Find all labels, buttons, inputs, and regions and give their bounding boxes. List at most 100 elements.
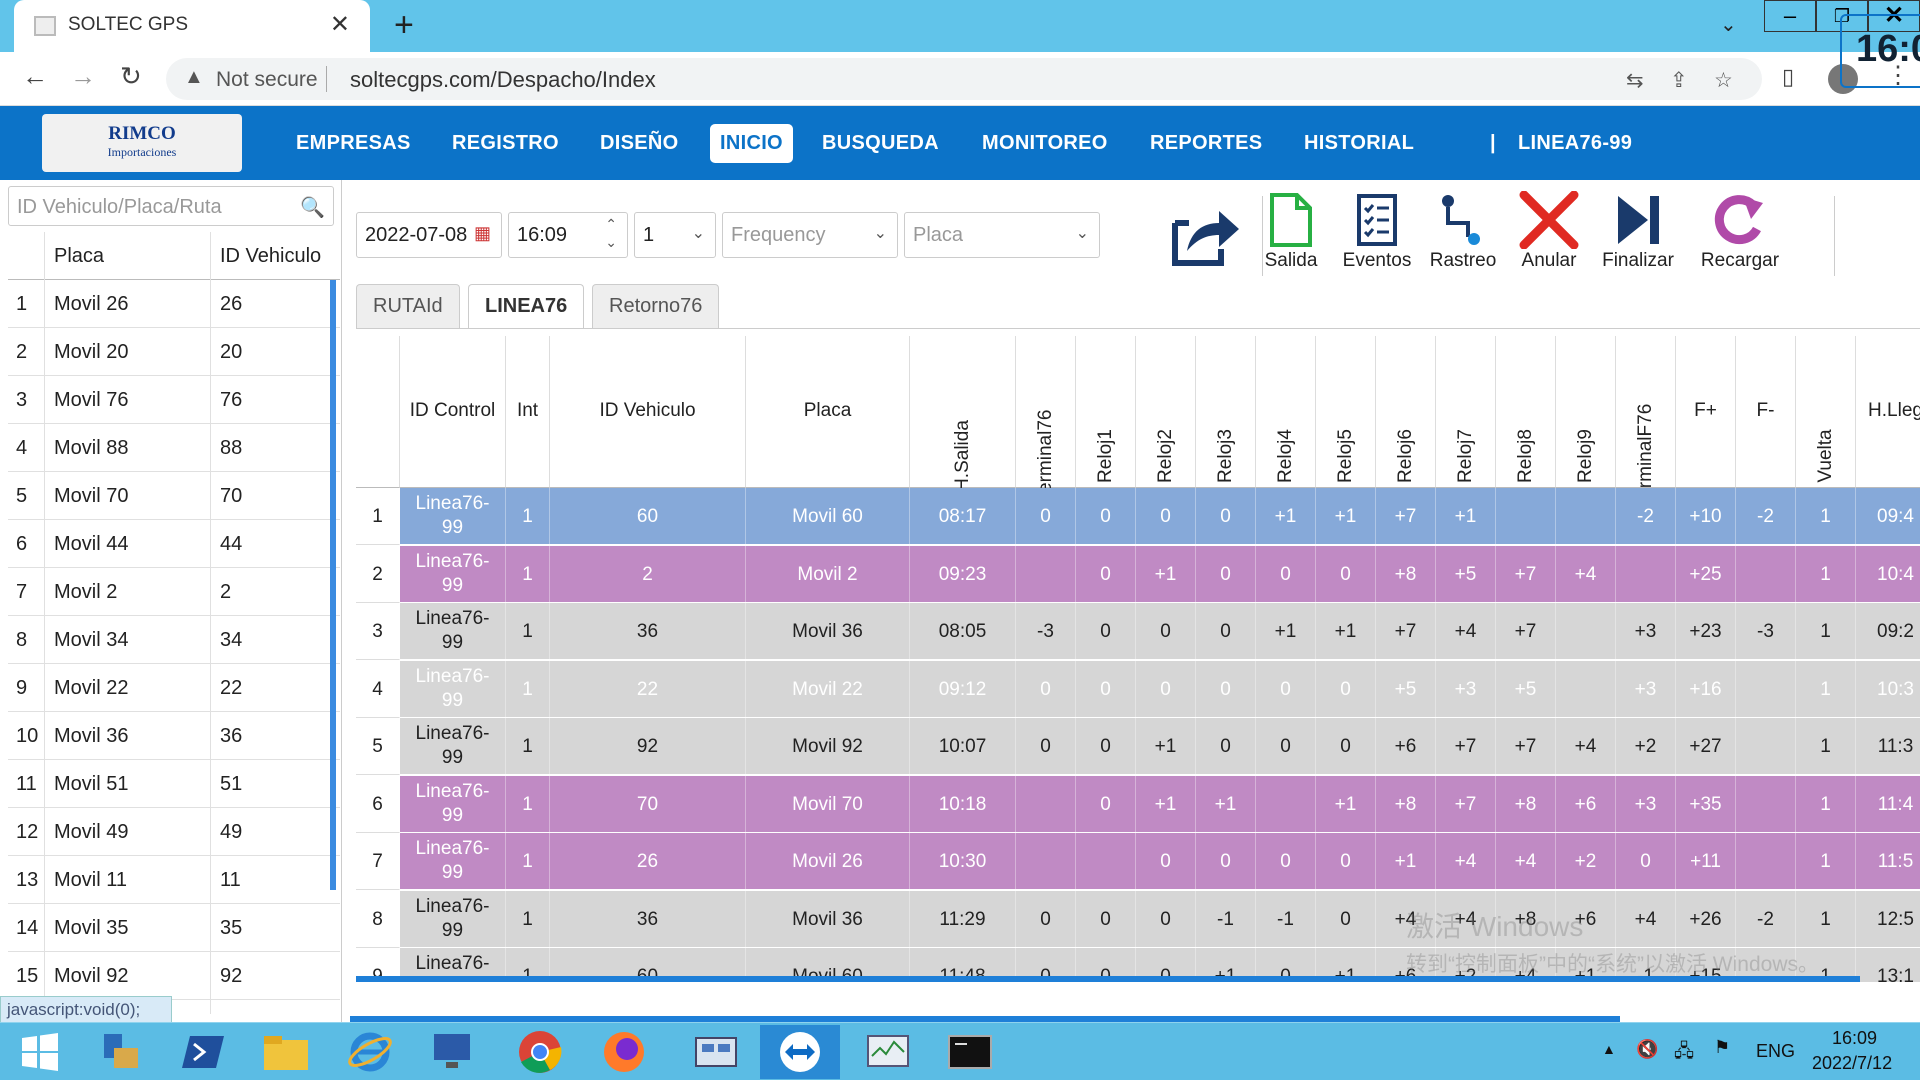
table-cell[interactable]: -3	[1736, 603, 1796, 660]
table-cell[interactable]: 1	[1796, 775, 1856, 833]
table-cell[interactable]	[1736, 718, 1796, 775]
table-cell[interactable]: 1	[1796, 718, 1856, 775]
table-cell[interactable]: Linea76-99	[400, 660, 506, 718]
table-cell[interactable]: -1	[1196, 890, 1256, 948]
table-cell[interactable]: 1	[506, 603, 550, 660]
table-cell[interactable]: 0	[1196, 833, 1256, 890]
table-cell[interactable]: +1	[1136, 545, 1196, 603]
table-cell[interactable]: +1	[1376, 833, 1436, 890]
table-cell[interactable]: 0	[1076, 545, 1136, 603]
vehicle-row[interactable]: 5 Movil 70 70	[8, 472, 340, 520]
table-cell[interactable]	[1736, 775, 1796, 833]
table-cell[interactable]: 09:12	[910, 660, 1016, 718]
table-cell[interactable]: +11	[1676, 833, 1736, 890]
table-cell[interactable]: 0	[1316, 890, 1376, 948]
table-cell[interactable]: Movil 92	[746, 718, 910, 775]
vehicle-row[interactable]: 15 Movil 92 92	[8, 952, 340, 1000]
vehicle-row[interactable]: 12 Movil 49 49	[8, 808, 340, 856]
network-app-icon[interactable]	[676, 1025, 756, 1079]
close-window-button[interactable]: ✕	[1868, 0, 1920, 32]
table-cell[interactable]: 70	[550, 775, 746, 833]
placa-select[interactable]: Placa ⌄	[904, 212, 1100, 258]
table-cell[interactable]: 08:05	[910, 603, 1016, 660]
recargar-button[interactable]: Recargar	[1692, 190, 1788, 282]
table-cell[interactable]: Movil 2	[746, 545, 910, 603]
table-cell[interactable]: 92	[550, 718, 746, 775]
vehicle-row[interactable]: 13 Movil 11 11	[8, 856, 340, 904]
table-cell[interactable]: +1	[1256, 488, 1316, 545]
table-cell[interactable]: +3	[1436, 660, 1496, 718]
table-cell[interactable]: 0	[1196, 718, 1256, 775]
vehicle-row[interactable]: 7 Movil 2 2	[8, 568, 340, 616]
forward-arrow-icon[interactable]: →	[70, 61, 96, 91]
table-cell[interactable]: 0	[1076, 660, 1136, 718]
table-cell[interactable]: +8	[1496, 775, 1556, 833]
table-cell[interactable]: 0	[1616, 833, 1676, 890]
table-row[interactable]: 4 Linea76-99 1 22 Movil 22 09:12 0 0 0 0 0 0 +5 +3 +5 +…	[356, 660, 1920, 718]
table-cell[interactable]	[1016, 775, 1076, 833]
table-cell[interactable]	[1496, 488, 1556, 545]
column-header[interactable]: H.Lleg	[1856, 336, 1920, 488]
minimize-button[interactable]: –	[1764, 0, 1816, 32]
table-cell[interactable]: 10:30	[910, 833, 1016, 890]
input-language[interactable]: ENG	[1756, 1041, 1796, 1061]
table-cell[interactable]: 0	[1136, 833, 1196, 890]
table-cell[interactable]: +4	[1616, 890, 1676, 948]
table-row[interactable]: 7 Linea76-99 1 26 Movil 26 10:30 0 0 0 0 +1 +4 +4 +2 0…	[356, 833, 1920, 890]
table-cell[interactable]: 1	[506, 775, 550, 833]
back-arrow-icon[interactable]: ←	[22, 61, 48, 91]
table-cell[interactable]: 0	[1076, 488, 1136, 545]
table-cell[interactable]: 1	[506, 890, 550, 948]
table-cell[interactable]: +2	[1556, 833, 1616, 890]
warning-triangle-icon[interactable]: ▲	[184, 66, 204, 88]
teamviewer-icon[interactable]	[760, 1025, 840, 1079]
table-cell[interactable]: +7	[1376, 603, 1436, 660]
volume-muted-icon[interactable]: 🔇	[1636, 1039, 1659, 1059]
table-cell[interactable]: -1	[1256, 890, 1316, 948]
table-cell[interactable]: +3	[1616, 775, 1676, 833]
tray-date[interactable]: 2022/7/12	[1812, 1053, 1893, 1073]
table-cell[interactable]: 1	[1796, 948, 1856, 982]
table-cell[interactable]: 1	[506, 833, 550, 890]
tray-time[interactable]: 16:09	[1832, 1028, 1878, 1048]
search-icon[interactable]: 🔍	[300, 197, 325, 219]
table-cell[interactable]: +4	[1556, 718, 1616, 775]
table-cell[interactable]: +1	[1316, 775, 1376, 833]
column-header[interactable]: F+	[1676, 336, 1736, 488]
column-header[interactable]: H.Salida	[910, 336, 1016, 492]
column-header[interactable]: ID Vehiculo	[550, 336, 746, 488]
table-cell[interactable]: 0	[1196, 488, 1256, 545]
table-cell[interactable]: Movil 22	[746, 660, 910, 718]
table-cell[interactable]: +7	[1436, 775, 1496, 833]
table-cell[interactable]: +5	[1376, 660, 1436, 718]
url-text[interactable]: soltecgps.com/Despacho/Index	[350, 67, 656, 92]
table-cell[interactable]: Movil 36	[746, 603, 910, 660]
table-cell[interactable]	[1736, 948, 1796, 982]
menu-reportes[interactable]: REPORTES	[1150, 132, 1263, 154]
table-cell[interactable]: -2	[1736, 488, 1796, 545]
table-cell[interactable]: +5	[1436, 545, 1496, 603]
menu-registro[interactable]: REGISTRO	[452, 132, 559, 154]
powershell-icon[interactable]	[164, 1025, 244, 1079]
column-header[interactable]: Int	[506, 336, 550, 488]
table-cell[interactable]	[1556, 488, 1616, 545]
table-cell[interactable]: +4	[1556, 545, 1616, 603]
menu-historial[interactable]: HISTORIAL	[1304, 132, 1415, 154]
vehicle-row[interactable]: 11 Movil 51 51	[8, 760, 340, 808]
bookmark-star-icon[interactable]: ☆	[1714, 69, 1733, 92]
column-header[interactable]: ID Control	[400, 336, 506, 488]
table-cell[interactable]	[1256, 775, 1316, 833]
column-header[interactable]: F-	[1736, 336, 1796, 488]
table-cell[interactable]: 09:4	[1856, 488, 1920, 545]
table-cell[interactable]: +7	[1496, 718, 1556, 775]
table-cell[interactable]: 11:3	[1856, 718, 1920, 775]
table-cell[interactable]: 10:3	[1856, 661, 1920, 718]
table-cell[interactable]: -2	[1616, 488, 1676, 545]
table-cell[interactable]: 10:4	[1856, 546, 1920, 603]
table-cell[interactable]: +6	[1556, 890, 1616, 948]
reload-icon[interactable]: ↻	[120, 61, 142, 91]
table-cell[interactable]: 1	[506, 488, 550, 545]
table-cell[interactable]: +25	[1676, 545, 1736, 603]
table-cell[interactable]: +35	[1676, 775, 1736, 833]
column-header[interactable]: Reloj7	[1436, 336, 1496, 488]
